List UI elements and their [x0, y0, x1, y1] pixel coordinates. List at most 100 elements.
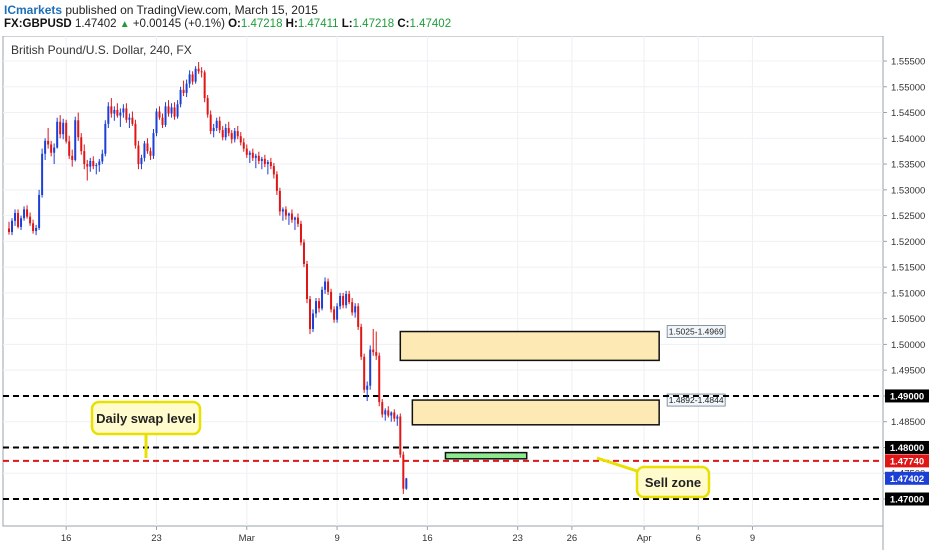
chart-pane[interactable] [2, 36, 884, 527]
close-label: C: [397, 18, 410, 30]
candle-body [396, 416, 399, 419]
time-axis[interactable]: 16 23 Mar 9 16 23 26 Apr 6 9 [61, 526, 755, 544]
candle-body [302, 242, 305, 265]
price-axis[interactable]: 1.55500 1.55000 1.54500 1.54000 1.53500 1.530… [883, 57, 929, 506]
candle [65, 119, 68, 144]
candle-body [230, 133, 233, 140]
candle-body [381, 402, 384, 415]
candle-body [164, 106, 167, 125]
candle [179, 86, 182, 108]
candle [305, 260, 308, 304]
candle-body [333, 309, 336, 320]
candle-body [179, 89, 182, 105]
level-tag-1.47000 [885, 492, 929, 506]
candle-body [62, 122, 65, 135]
zone-box-0[interactable] [399, 330, 660, 362]
candle-body [293, 217, 296, 220]
y-tick-label: 1.50500 [891, 314, 925, 325]
candle [366, 381, 369, 402]
candle-body [290, 213, 293, 220]
sell-callout-box[interactable] [635, 465, 711, 499]
candle [227, 121, 230, 137]
candle [17, 209, 20, 229]
candle-body [194, 68, 197, 82]
candle-body [287, 213, 290, 216]
candle [402, 451, 405, 494]
candle-body [197, 68, 200, 72]
level-tag-1.47740 [885, 454, 929, 468]
candle [384, 408, 387, 421]
candle-body [324, 281, 327, 290]
candle [372, 328, 375, 356]
candle [284, 206, 287, 220]
level-tag-1.49000 [885, 389, 929, 403]
y-tick-label: 1.51000 [891, 288, 925, 299]
candle-body [405, 478, 408, 489]
candle [131, 111, 134, 126]
candle [80, 133, 83, 155]
candle [38, 189, 41, 231]
candle-body [26, 209, 29, 217]
candle-body [89, 160, 92, 167]
candle [86, 159, 89, 181]
publisher-name[interactable]: ICmarkets [4, 3, 63, 17]
candle-body [200, 71, 203, 73]
candle-body [38, 194, 41, 228]
symbol-label[interactable]: FX:GBPUSD [4, 18, 72, 30]
candle-body [366, 385, 369, 390]
candle [257, 151, 260, 165]
zone-label-box-1 [666, 393, 726, 407]
candle-body [305, 264, 308, 300]
candle [281, 207, 284, 221]
candle-body [113, 109, 116, 114]
candle-body [131, 117, 134, 124]
candle-body [107, 106, 110, 124]
y-tick-label: 1.49500 [891, 366, 925, 377]
candle [248, 150, 251, 164]
candle [221, 125, 224, 141]
price-chart[interactable]: 1.5025-1.4969 1.4892-1.4844 1.55500 1.5500… [0, 36, 932, 550]
candle [342, 292, 345, 309]
candle [363, 353, 366, 393]
candle-body [312, 313, 315, 329]
zone-label-box-0 [666, 325, 726, 338]
candle-body [44, 140, 47, 154]
candle [44, 138, 47, 160]
candle-body [402, 454, 405, 489]
swap-callout-box[interactable] [90, 400, 202, 436]
candle [302, 239, 305, 268]
candle-body [53, 147, 56, 153]
zone-box-2[interactable] [444, 451, 528, 460]
candle [269, 157, 272, 170]
candle [8, 221, 10, 235]
quote-line: FX:GBPUSD 1.47402 ▲ +0.00145 (+0.1%) O:1… [4, 18, 451, 30]
candle [98, 158, 101, 172]
candle [110, 98, 113, 118]
candle-body [248, 152, 251, 155]
candle [62, 118, 65, 140]
candle [293, 216, 296, 231]
zone-box-1[interactable] [411, 399, 660, 426]
candle-body [330, 291, 333, 310]
candle [200, 67, 203, 78]
candle-body [351, 302, 354, 313]
candle-body [23, 209, 26, 219]
candle-body [152, 133, 155, 156]
publish-info: published on TradingView.com, March 15, … [62, 3, 318, 17]
candle-body [315, 301, 318, 314]
candle [375, 331, 378, 360]
candle-body [95, 165, 98, 167]
candle [336, 303, 339, 323]
candle [206, 95, 209, 118]
candle [327, 278, 330, 295]
candle [191, 71, 194, 85]
callouts-layer: Daily swap level Sell zone [90, 400, 711, 499]
level-tag-text-1.48000: 1.48000 [890, 443, 924, 454]
candle [405, 477, 408, 490]
candle-body [233, 131, 236, 140]
candle [143, 140, 146, 162]
x-tick-label: Apr [637, 533, 652, 544]
candle-body [224, 127, 227, 138]
x-tick-label: 23 [512, 533, 523, 544]
candle-body [122, 108, 125, 113]
